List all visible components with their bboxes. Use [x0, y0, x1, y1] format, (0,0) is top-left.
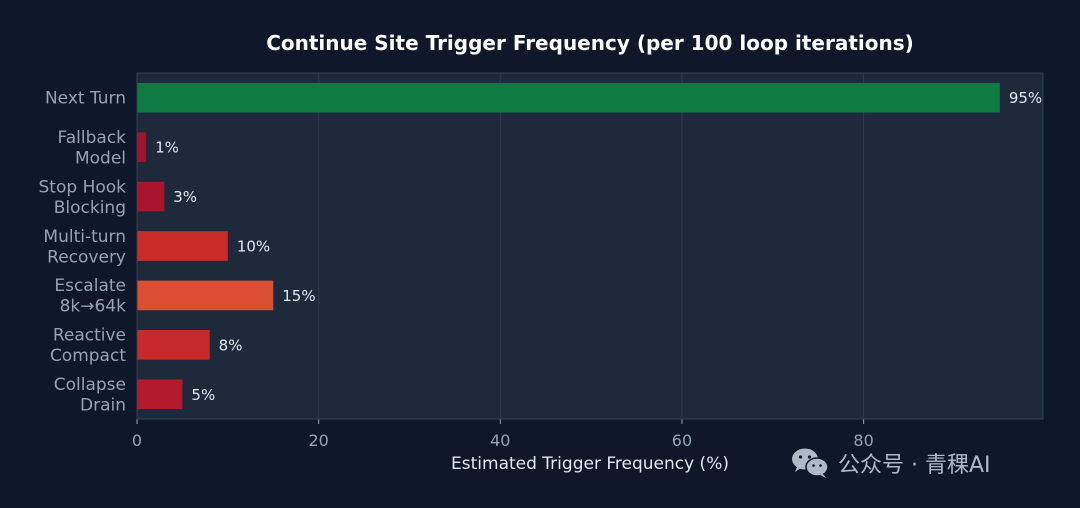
category-label-3-1: Recovery [47, 247, 126, 267]
category-label-2-0: Stop Hook [39, 177, 127, 197]
x-axis-title: Estimated Trigger Frequency (%) [451, 454, 729, 474]
bar-value-label-0: 95% [1009, 89, 1042, 107]
category-label-6-0: Collapse [54, 375, 126, 395]
plot-frame [136, 72, 1044, 420]
bars: 95% 1% 3% 10% 15% 8% 5% [137, 82, 1042, 410]
x-tick-label-4: 80 [853, 431, 873, 450]
bar-value-label-4: 15% [282, 287, 315, 305]
chart-title: Continue Site Trigger Frequency (per 100… [266, 31, 914, 55]
category-label-2-1: Blocking [54, 198, 126, 218]
category-label-4-0: Escalate [54, 276, 126, 296]
category-label-6-1: Drain [80, 396, 126, 416]
category-label-4-1: 8k→64k [60, 297, 127, 317]
category-label-5-1: Compact [50, 346, 126, 366]
bar-6 [137, 379, 183, 410]
category-label-5-0: Reactive [53, 326, 126, 346]
bar-0 [137, 82, 1000, 113]
bar-value-label-5: 8% [219, 336, 243, 354]
x-tick-label-0: 0 [132, 431, 142, 450]
bar-value-label-1: 1% [155, 139, 179, 157]
bar-3 [137, 231, 228, 261]
bar-value-label-2: 3% [173, 188, 197, 206]
watermark-text: 公众号 · 青稞AI [838, 453, 991, 478]
x-tick-label-3: 60 [672, 431, 692, 450]
bar-4 [137, 280, 274, 311]
bar-value-label-3: 10% [237, 238, 270, 256]
category-label-3-0: Multi-turn [43, 227, 126, 247]
bar-5 [137, 330, 210, 360]
x-tick-label-1: 20 [308, 431, 328, 450]
category-label-0-0: Next Turn [45, 89, 126, 109]
watermark: 公众号 · 青稞AI [790, 446, 991, 480]
x-ticks: 0 20 40 60 80 [132, 419, 874, 450]
category-label-1-0: Fallback [58, 128, 127, 148]
wechat-icon [792, 448, 829, 478]
bar-value-label-6: 5% [191, 386, 215, 404]
plot-area [137, 73, 1043, 419]
category-label-1-1: Model [75, 148, 126, 168]
bar-1 [137, 132, 147, 162]
bar-2 [137, 181, 165, 212]
x-tick-label-2: 40 [490, 431, 510, 450]
